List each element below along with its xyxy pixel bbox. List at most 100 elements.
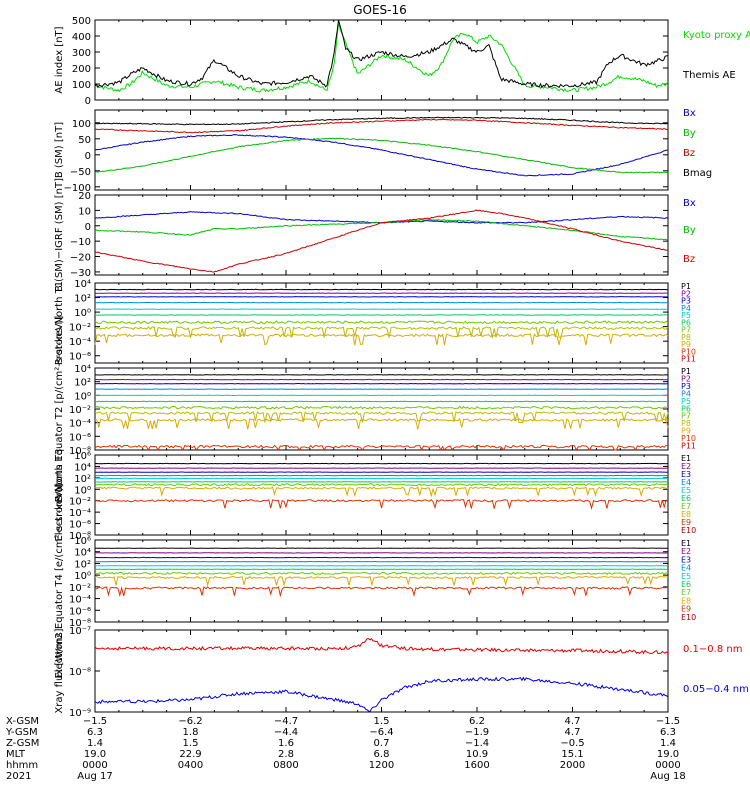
y-tick-label: 10⁻⁸	[69, 446, 91, 457]
channel-line-P9	[94, 417, 669, 430]
series-legend-label: Bx	[683, 198, 696, 209]
channel-line-P7	[94, 320, 669, 325]
panel-8: 10⁻⁷ 10⁻⁸ 10⁻⁹ Xray flux [W/m2] 0.1−0.8 nm 0.…	[54, 626, 749, 719]
channel-legend-P6: P6	[681, 404, 691, 413]
footer-value: −1.9	[465, 727, 489, 738]
channel-legend-P1: P1	[681, 367, 691, 376]
channel-legend-P3: P3	[681, 297, 691, 306]
series-legend-label: By	[683, 225, 696, 236]
panel-1: 0 100 200 300 400 500 AE index [nT] Kyoto proxy…	[54, 16, 750, 107]
footer-value: 1.4	[87, 738, 103, 749]
footer-value: −0.5	[560, 738, 584, 749]
y-tick-label: 10⁻⁸	[69, 531, 91, 542]
footer-value: 2000	[560, 760, 585, 771]
y-tick-label: 10⁻⁴	[69, 508, 91, 519]
channel-line-P8	[94, 326, 669, 338]
y-tick-label: 10⁰	[74, 485, 91, 496]
channel-legend-P4: P4	[681, 304, 691, 313]
y-tick-label: 50	[78, 135, 91, 146]
y-tick-label: 10²	[74, 294, 91, 305]
y-tick-label: 400	[72, 32, 91, 43]
channel-legend-E10: E10	[681, 613, 696, 622]
series-legend-label: By	[683, 128, 696, 139]
channel-legend-P2: P2	[681, 374, 691, 383]
channel-legend-P7: P7	[681, 326, 691, 335]
footer-row-label: hhmm	[6, 760, 38, 771]
y-axis-label: B (SM) [nT]	[54, 122, 65, 178]
y-tick-label: 10²	[74, 559, 91, 570]
y-tick-label: 500	[72, 16, 91, 27]
channel-legend-P5: P5	[681, 397, 691, 406]
series-legend-label: Bz	[683, 148, 695, 159]
series-legend-label: Bz	[683, 254, 695, 265]
channel-legend-P10: P10	[681, 347, 696, 356]
channel-legend-E2: E2	[681, 462, 691, 471]
y-tick-label: 10⁻²	[69, 497, 91, 508]
y-tick-label: 100	[72, 119, 91, 130]
channel-legend-E8: E8	[681, 510, 691, 519]
channel-line-P4	[94, 301, 668, 304]
channel-legend-P2: P2	[681, 289, 691, 298]
orbit-footer: X-GSMY-GSMZ-GSMMLThhmm2021−1.56.31.419.0…	[5, 716, 686, 782]
channel-line-E9	[94, 499, 669, 511]
channel-legend-E1: E1	[681, 539, 691, 548]
y-tick-label: 10⁴	[74, 462, 91, 473]
y-axis-label: Electrons Equator T4 [e/(cm²-s-sr-keV)]	[54, 483, 65, 678]
footer-row-label: MLT	[6, 749, 26, 760]
footer-value: Aug 17	[77, 771, 112, 782]
footer-row-label: Z-GSM	[6, 738, 39, 749]
channel-legend-E10: E10	[681, 526, 696, 535]
channel-line-P9	[94, 333, 669, 346]
footer-value: 0000	[655, 760, 680, 771]
y-tick-label: 10⁻⁷	[69, 626, 91, 637]
y-tick-label: 20	[78, 191, 91, 202]
channel-line-P1	[95, 288, 669, 291]
channel-legend-P6: P6	[681, 318, 691, 327]
panel-frame	[94, 194, 669, 276]
y-tick-label: 0	[85, 96, 91, 107]
channel-legend-P3: P3	[681, 382, 691, 391]
channel-legend-E8: E8	[681, 596, 691, 605]
footer-value: −6.4	[369, 727, 393, 738]
y-tick-label: 10⁻²	[69, 405, 91, 416]
y-tick-label: 0	[85, 222, 91, 233]
channel-legend-P9: P9	[681, 340, 691, 349]
y-tick-label: 10²	[74, 378, 91, 389]
series-legend-label: Kyoto proxy AE	[683, 30, 750, 41]
channel-legend-P11: P11	[681, 442, 696, 451]
y-tick-label: 10⁰	[74, 308, 91, 319]
channel-line-E7	[94, 483, 669, 487]
channel-legend-E7: E7	[681, 502, 691, 511]
series-line-1	[94, 134, 669, 177]
channel-legend-P10: P10	[681, 434, 696, 443]
series-line-4	[94, 116, 669, 126]
y-tick-label: 10²	[74, 474, 91, 485]
y-tick-label: −100	[64, 183, 91, 194]
series-line-2	[94, 676, 669, 713]
channel-legend-E3: E3	[681, 555, 691, 564]
footer-value: 10.9	[466, 749, 488, 760]
footer-value: 15.1	[561, 749, 583, 760]
footer-value: 4.7	[565, 716, 581, 727]
channel-legend-P1: P1	[681, 282, 691, 291]
footer-value: 4.7	[565, 727, 581, 738]
series-legend-label: 0.1−0.8 nm	[683, 644, 742, 655]
panel-frame	[94, 367, 669, 451]
channel-legend-E6: E6	[681, 580, 691, 589]
channel-legend-E4: E4	[681, 564, 691, 573]
series-legend-label: 0.05−0.4 nm	[683, 684, 749, 695]
footer-value: 19.0	[84, 749, 106, 760]
footer-row-label: 2021	[6, 771, 31, 782]
panel-frame	[94, 539, 669, 623]
footer-value: 0.7	[374, 738, 390, 749]
footer-value: 19.0	[657, 749, 679, 760]
y-tick-label: 0	[85, 151, 91, 162]
y-tick-label: 10⁻⁶	[69, 520, 91, 531]
channel-legend-P7: P7	[681, 412, 691, 421]
footer-value: 1.4	[660, 738, 676, 749]
y-axis-label: B (SM)−IGRF (SM) [nT]	[54, 178, 65, 292]
footer-row-label: Y-GSM	[5, 727, 38, 738]
y-tick-label: 10⁶	[74, 536, 91, 547]
